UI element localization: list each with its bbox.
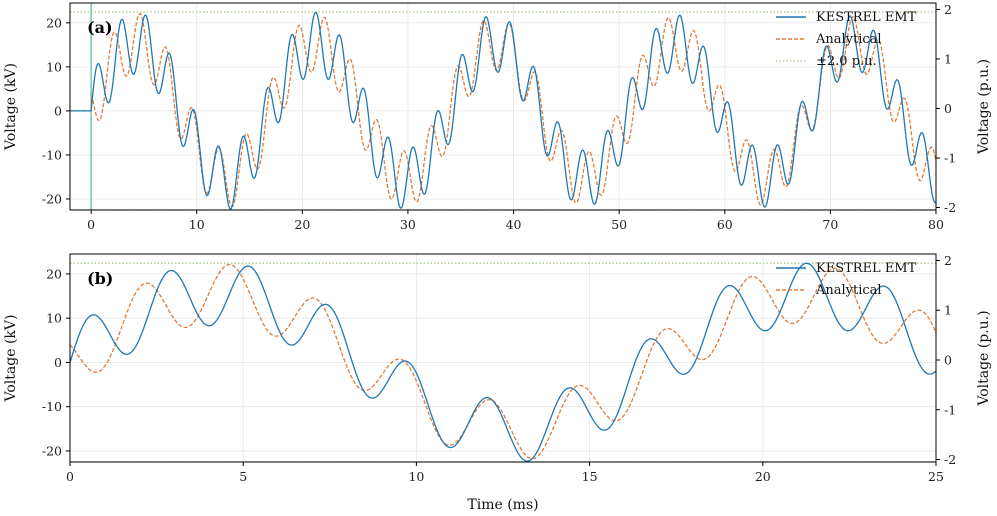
series-group <box>70 11 936 210</box>
x-tick-label: 20 <box>294 217 310 232</box>
y-tick-label: 0 <box>54 355 62 370</box>
legend-label: KESTREL EMT <box>816 261 917 276</box>
panel-a: 0 10 20 30 40 50 60 70 80-20-1001020-2-1012Volta… <box>3 2 992 232</box>
x-tick-label: 50 <box>611 217 627 232</box>
series-line-kestrel-emt <box>70 11 936 210</box>
x-tick-label: 30 <box>400 217 416 232</box>
legend-label: ±2.0 p.u. <box>816 54 877 69</box>
x-axis-label: Time (ms) <box>467 497 538 513</box>
y-right-tick-label: -1 <box>944 151 956 166</box>
plot-frame <box>69 253 937 463</box>
y-right-tick-label: 2 <box>944 2 952 17</box>
x-tick-label: 20 <box>755 469 771 484</box>
x-tick-label: 80 <box>928 217 944 232</box>
legend-label: Analytical <box>815 283 882 298</box>
x-tick-label: 15 <box>582 469 598 484</box>
grid <box>69 254 937 462</box>
y-tick-label: -10 <box>42 399 62 414</box>
y-right-tick-label: 1 <box>944 303 952 318</box>
x-tick-label: 70 <box>822 217 838 232</box>
legend: KESTREL EMT Analytical ±2.0 p.u. <box>776 10 917 69</box>
y-axis-label: Voltage (kV) <box>3 63 19 151</box>
y-right-tick-label: -2 <box>944 452 956 467</box>
y-right-tick-label: -2 <box>944 200 956 215</box>
y-tick-label: 20 <box>46 266 62 281</box>
legend-label: KESTREL EMT <box>816 10 917 25</box>
y-right-tick-label: -1 <box>944 402 956 417</box>
x-tick-label: 25 <box>928 469 944 484</box>
x-tick-label: 10 <box>189 217 205 232</box>
y-tick-label: 10 <box>46 59 62 74</box>
y-tick-label: -10 <box>42 147 62 162</box>
y-right-tick-label: 0 <box>944 101 952 116</box>
legend-label: Analytical <box>815 32 882 47</box>
x-tick-label: 60 <box>717 217 733 232</box>
series-group <box>70 262 936 462</box>
y-axis-label: Voltage (kV) <box>3 315 19 403</box>
series-line-analytical <box>70 263 936 460</box>
y-tick-label: -20 <box>42 191 62 206</box>
panel-label: (a) <box>87 18 113 37</box>
panel-label: (b) <box>87 269 113 288</box>
y-right-axis-label: Voltage (p.u.) <box>976 310 992 406</box>
legend: KESTREL EMT Analytical <box>776 261 917 298</box>
plot-frame <box>69 2 937 211</box>
x-tick-label: 0 <box>87 217 95 232</box>
grid <box>70 3 937 210</box>
y-right-tick-label: 1 <box>944 51 952 66</box>
y-right-axis-label: Voltage (p.u.) <box>976 59 992 155</box>
x-tick-label: 0 <box>66 469 74 484</box>
series-line-kestrel-emt <box>70 262 936 462</box>
x-tick-label: 10 <box>408 469 424 484</box>
y-right-tick-label: 0 <box>944 352 952 367</box>
y-tick-label: 10 <box>46 311 62 326</box>
y-tick-label: 0 <box>54 103 62 118</box>
x-tick-label: 40 <box>506 217 522 232</box>
y-tick-label: -20 <box>42 443 62 458</box>
y-right-tick-label: 2 <box>944 253 952 268</box>
x-tick-label: 5 <box>239 469 247 484</box>
y-tick-label: 20 <box>46 15 62 30</box>
